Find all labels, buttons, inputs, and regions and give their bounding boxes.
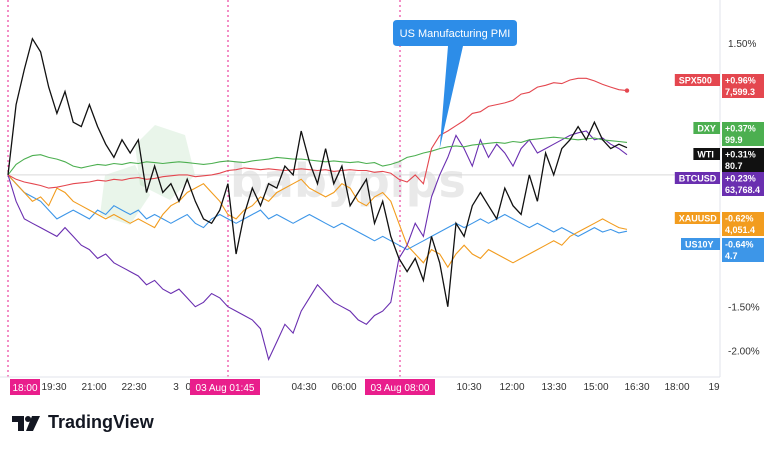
x-session-label: 18:00 (12, 383, 37, 394)
series-name-us10y: US10Y (685, 240, 714, 250)
series-value-box-dxy (722, 122, 764, 146)
session-markers (7, 0, 720, 377)
series-name-tag-btcusd (674, 172, 720, 184)
series-value-dxy: 99.9 (725, 135, 743, 145)
tradingview-icon (12, 415, 40, 431)
x-session-label-bg (10, 379, 40, 395)
y-tick-label: -2.00% (728, 347, 760, 358)
callout-bubble (393, 20, 517, 149)
series-value-wti: 80.7 (725, 161, 743, 171)
x-tick-label: 19 (708, 382, 720, 393)
series-name-tag-us10y (681, 238, 720, 250)
series-name-btcusd: BTCUSD (679, 174, 717, 184)
series-name-tag-spx500 (674, 74, 720, 86)
watermark-text: babypips (230, 154, 466, 208)
x-tick-label: 06:00 (331, 382, 356, 393)
y-tick-label: 1.50% (728, 39, 756, 50)
x-tick-label: 22:30 (121, 382, 146, 393)
series-lines (7, 37, 630, 362)
x-tick-label: 15:00 (583, 382, 608, 393)
series-value-box-wti (722, 148, 764, 172)
tradingview-wordmark: TradingView (48, 412, 154, 432)
x-axis[interactable]: 18:00 19:30 21:00 22:30 3 03 Aug 01:45 04:30 06… (0, 376, 720, 395)
x-tick-label: 19:30 (41, 382, 66, 393)
series-change-spx500: +0.96% (725, 76, 756, 86)
series-value-us10y: 4.7 (725, 251, 738, 261)
series-name-xauusd: XAUUSD (679, 214, 718, 224)
series-value-btcusd: 63,768.4 (725, 185, 760, 195)
x-tick-label: 13:30 (541, 382, 566, 393)
series-change-us10y: -0.64% (725, 240, 754, 250)
series-change-wti: +0.31% (725, 150, 756, 160)
series-value-box-xauusd (722, 212, 764, 236)
series-value-xauusd: 4,051.4 (725, 225, 755, 235)
series-change-dxy: +0.37% (725, 124, 756, 134)
series-endpoint-spx500 (624, 88, 630, 93)
x-tick-label: 16:30 (624, 382, 649, 393)
series-value-labels: SPX500 +0.96%7,599.3 DXY +0.37%99.9 WTI +0.31… (674, 74, 764, 262)
x-tick-label: 3 (173, 382, 179, 393)
series-line-spx500 (7, 77, 628, 189)
series-value-box-btcusd (722, 172, 764, 196)
series-name-tag-wti (693, 148, 720, 160)
series-name-tag-xauusd (674, 212, 720, 224)
series-change-btcusd: +0.23% (725, 174, 756, 184)
annotation-callout: US Manufacturing PMI (393, 20, 517, 149)
y-tick-label: -1.50% (728, 303, 760, 314)
series-value-spx500: 7,599.3 (725, 87, 755, 97)
series-line-btcusd (7, 130, 628, 362)
series-line-xauusd (7, 174, 628, 269)
series-change-xauusd: -0.62% (725, 214, 754, 224)
series-name-dxy: DXY (697, 124, 716, 134)
series-value-box-spx500 (722, 74, 764, 98)
x-tick-label: 18:00 (664, 382, 689, 393)
series-line-us10y (7, 174, 628, 251)
x-session-label: 03 Aug 08:00 (371, 383, 430, 394)
series-line-dxy (7, 136, 628, 176)
x-tick-label: 10:30 (456, 382, 481, 393)
series-line-wti (7, 37, 628, 307)
series-value-box-us10y (722, 238, 764, 262)
series-name-wti: WTI (697, 150, 714, 160)
x-session-label: 03 Aug 01:45 (196, 383, 255, 394)
tradingview-logo[interactable]: TradingView (12, 412, 154, 433)
x-session-label-bg (365, 379, 435, 395)
x-session-label-bg (190, 379, 260, 395)
series-name-tag-dxy (693, 122, 720, 134)
x-tick-label: 12:00 (499, 382, 524, 393)
series-name-spx500: SPX500 (679, 76, 712, 86)
x-tick-label: 04:30 (291, 382, 316, 393)
callout-text: US Manufacturing PMI (400, 28, 511, 40)
x-tick-label: 21:00 (81, 382, 106, 393)
